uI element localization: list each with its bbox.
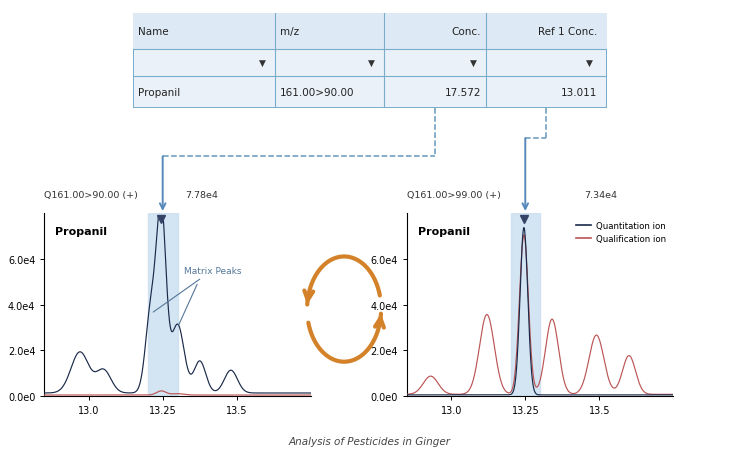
Text: ▼: ▼ — [368, 59, 374, 68]
Text: Name: Name — [138, 27, 169, 37]
Text: m/z: m/z — [280, 27, 299, 37]
Text: ▼: ▼ — [586, 59, 593, 68]
FancyBboxPatch shape — [133, 14, 607, 50]
Text: 7.78e4: 7.78e4 — [185, 191, 218, 200]
Text: 17.572: 17.572 — [445, 88, 481, 98]
Text: Propanil: Propanil — [55, 227, 107, 237]
Text: 13.011: 13.011 — [561, 88, 597, 98]
Text: 7.34e4: 7.34e4 — [585, 191, 618, 200]
Text: Conc.: Conc. — [452, 27, 481, 37]
Text: Q161.00>99.00 (+): Q161.00>99.00 (+) — [407, 191, 501, 200]
Legend: Quantitation ion, Qualification ion: Quantitation ion, Qualification ion — [572, 218, 669, 247]
Bar — [148, 214, 178, 396]
Text: 161.00>90.00: 161.00>90.00 — [280, 88, 354, 98]
Text: Propanil: Propanil — [138, 88, 180, 98]
Bar — [511, 214, 540, 396]
Text: Q161.00>90.00 (+): Q161.00>90.00 (+) — [44, 191, 138, 200]
Text: ▼: ▼ — [470, 59, 477, 68]
Text: Propanil: Propanil — [417, 227, 470, 237]
Text: Analysis of Pesticides in Ginger: Analysis of Pesticides in Ginger — [289, 436, 451, 446]
Text: Matrix Peaks: Matrix Peaks — [153, 266, 241, 312]
FancyBboxPatch shape — [133, 14, 607, 109]
Text: ▼: ▼ — [259, 59, 266, 68]
Text: Ref 1 Conc.: Ref 1 Conc. — [538, 27, 597, 37]
